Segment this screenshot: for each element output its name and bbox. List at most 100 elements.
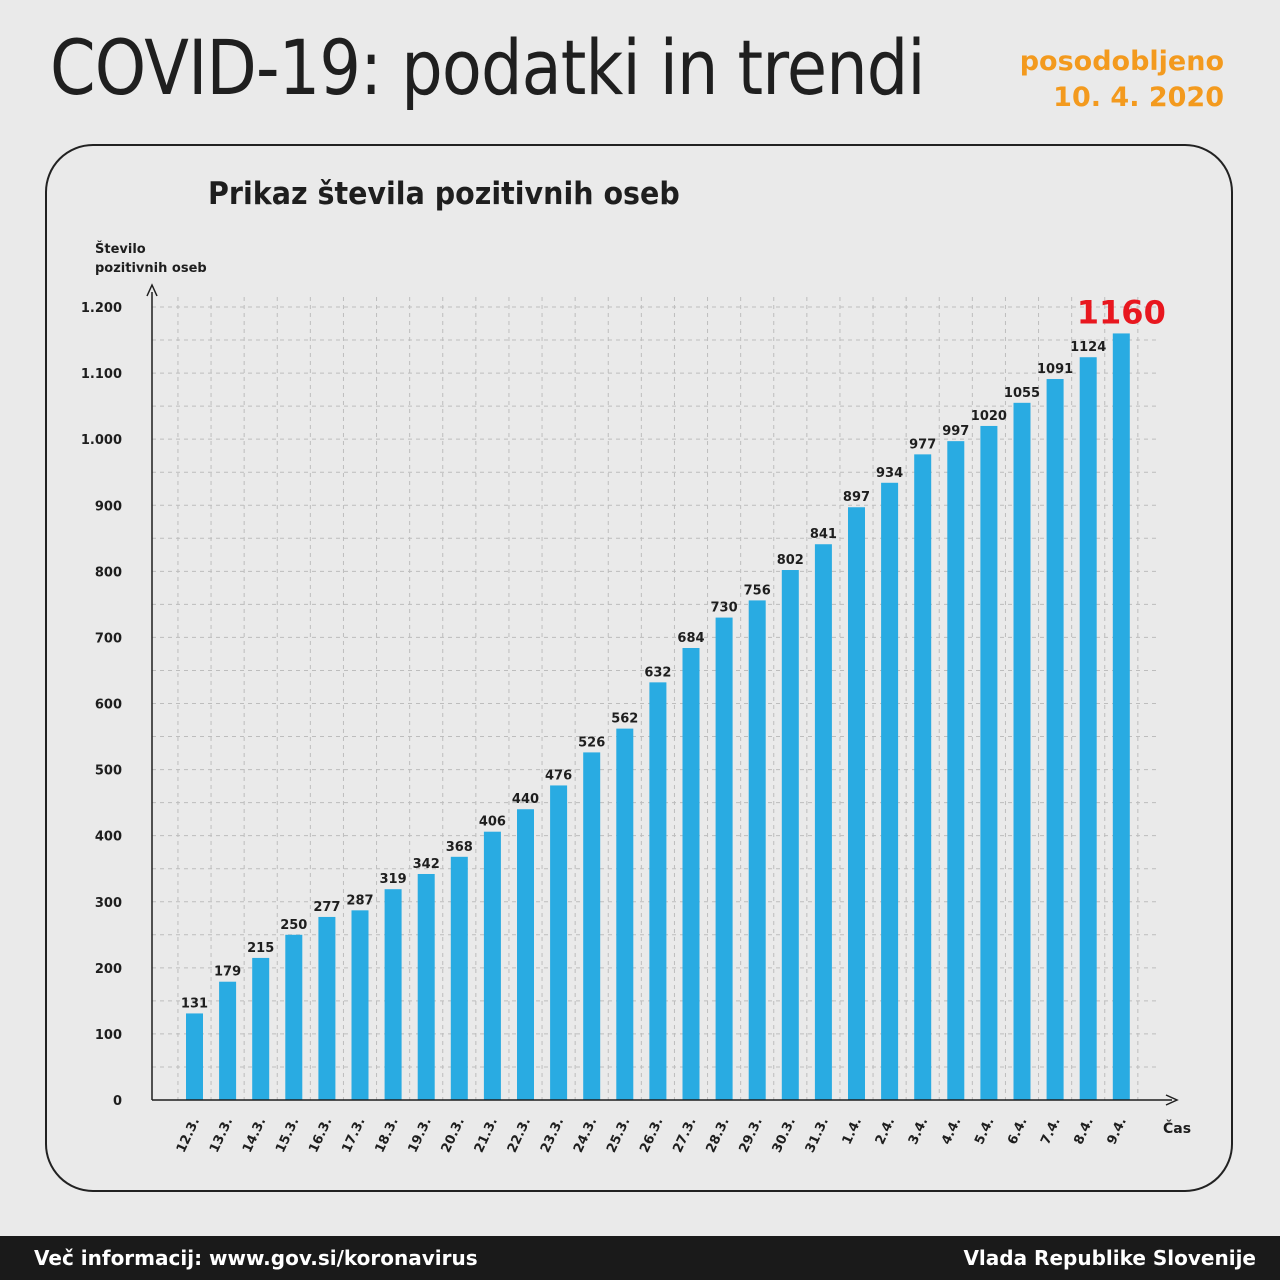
bar-value-label: 841 <box>810 527 837 542</box>
x-tick-label: 12.3. <box>174 1115 203 1155</box>
axes <box>146 283 1179 1106</box>
x-tick-label: 31.3. <box>803 1115 832 1155</box>
x-tick-label: 26.3. <box>637 1115 666 1155</box>
x-tick-label: 28.3. <box>703 1115 732 1155</box>
bar <box>616 728 634 1100</box>
x-tick-label: 24.3. <box>571 1115 600 1155</box>
bar-value-label: 730 <box>711 601 738 616</box>
footer-bar: Več informacij: www.gov.si/koronavirus V… <box>0 1236 1280 1280</box>
x-tick-label: 2.4. <box>873 1115 898 1147</box>
bar-value-label: 1124 <box>1070 340 1106 355</box>
bar-value-label: 1055 <box>1004 386 1040 401</box>
bar-value-label: 1091 <box>1037 362 1073 377</box>
updated-info: posodobljeno 10. 4. 2020 <box>1020 44 1224 116</box>
bar-value-label: 131 <box>181 996 208 1011</box>
bar-value-label: 802 <box>777 553 804 568</box>
bar-value-label: 997 <box>942 424 969 439</box>
bar <box>814 544 832 1100</box>
x-tick-label: 4.4. <box>939 1115 964 1147</box>
bar <box>649 682 667 1100</box>
bar-value-label: 562 <box>611 712 638 727</box>
y-tick-label: 300 <box>95 896 122 911</box>
y-tick-label: 400 <box>95 830 122 845</box>
updated-date: 10. 4. 2020 <box>1053 82 1224 113</box>
bar <box>1046 379 1064 1100</box>
bar <box>450 856 468 1100</box>
x-tick-label: 20.3. <box>439 1115 468 1155</box>
bar <box>682 647 700 1100</box>
bar <box>252 957 270 1100</box>
bar-value-label: 250 <box>280 918 307 933</box>
footer-government: Vlada Republike Slovenije <box>963 1246 1256 1270</box>
bar-value-label: 1020 <box>971 409 1007 424</box>
bar-value-label: 368 <box>446 840 473 855</box>
bar <box>980 425 998 1100</box>
x-tick-label: 18.3. <box>372 1115 401 1155</box>
y-axis-label: Število pozitivnih oseb <box>95 240 207 278</box>
x-axis-label: Čas <box>1163 1119 1191 1137</box>
bar <box>881 482 899 1100</box>
chart-card <box>45 144 1233 1192</box>
y-tick-label: 600 <box>95 698 122 713</box>
x-tick-label: 14.3. <box>240 1115 269 1155</box>
bar-value-label: 476 <box>545 768 572 783</box>
x-tick-label: 5.4. <box>972 1115 997 1147</box>
bars <box>186 333 1130 1101</box>
x-axis-arrow-icon <box>1165 1094 1179 1106</box>
bar <box>1013 402 1031 1101</box>
x-tick-label: 15.3. <box>273 1115 302 1155</box>
y-tick-label: 1.200 <box>81 301 122 316</box>
bar <box>483 831 501 1100</box>
highlight-value-label: 1160 <box>1077 293 1166 331</box>
x-tick-label: 22.3. <box>505 1115 534 1155</box>
y-tick-label: 700 <box>95 631 122 646</box>
bar-value-label: 342 <box>413 857 440 872</box>
bar-value-label: 934 <box>876 466 903 481</box>
bar-value-label: 179 <box>214 965 241 980</box>
x-tick-label: 13.3. <box>207 1115 236 1155</box>
bar-value-label: 897 <box>843 490 870 505</box>
bar <box>285 934 303 1100</box>
bar <box>517 809 534 1100</box>
y-axis-label-line1: Število <box>95 242 146 257</box>
x-tick-label: 7.4. <box>1038 1115 1063 1147</box>
bar <box>219 981 237 1100</box>
bar-value-label: 632 <box>644 665 671 680</box>
bar-value-label: 684 <box>677 631 704 646</box>
x-tick-label: 17.3. <box>339 1115 368 1155</box>
bar <box>947 441 965 1100</box>
footer-more-info: Več informacij: www.gov.si/koronavirus <box>34 1246 478 1270</box>
y-tick-label: 1.000 <box>81 433 122 448</box>
x-tick-label: 30.3. <box>770 1115 799 1155</box>
bar-value-label: 440 <box>512 792 539 807</box>
bar-value-label: 526 <box>578 735 605 750</box>
y-tick-label: 900 <box>95 499 122 514</box>
chart-title: Prikaz števila pozitivnih oseb <box>208 176 680 212</box>
x-tick-label: 3.4. <box>906 1115 931 1147</box>
bar <box>1079 357 1097 1100</box>
bar <box>781 570 799 1100</box>
y-tick-label: 100 <box>95 1028 122 1043</box>
y-tick-label: 1.100 <box>81 367 122 382</box>
y-axis-arrow-icon <box>146 283 158 297</box>
y-tick-label: 800 <box>95 565 122 580</box>
grid-lines <box>152 297 1157 1100</box>
bar <box>1112 333 1130 1100</box>
bar <box>715 617 733 1100</box>
bar <box>417 873 435 1100</box>
y-axis-label-line2: pozitivnih oseb <box>95 261 207 276</box>
x-tick-label: 16.3. <box>306 1115 335 1155</box>
x-tick-label: 21.3. <box>472 1115 501 1155</box>
x-tick-label: 25.3. <box>604 1115 633 1155</box>
updated-label: posodobljeno <box>1019 46 1224 77</box>
x-tick-label: 29.3. <box>737 1115 766 1155</box>
x-tick-label: 1.4. <box>840 1115 865 1147</box>
y-tick-label: 500 <box>95 764 122 779</box>
bar <box>848 507 865 1100</box>
bar <box>318 916 336 1100</box>
bar-value-label: 319 <box>380 872 407 887</box>
y-tick-label: 0 <box>113 1094 122 1109</box>
x-tick-label: 27.3. <box>670 1115 699 1155</box>
x-tick-label: 9.4. <box>1105 1115 1130 1147</box>
